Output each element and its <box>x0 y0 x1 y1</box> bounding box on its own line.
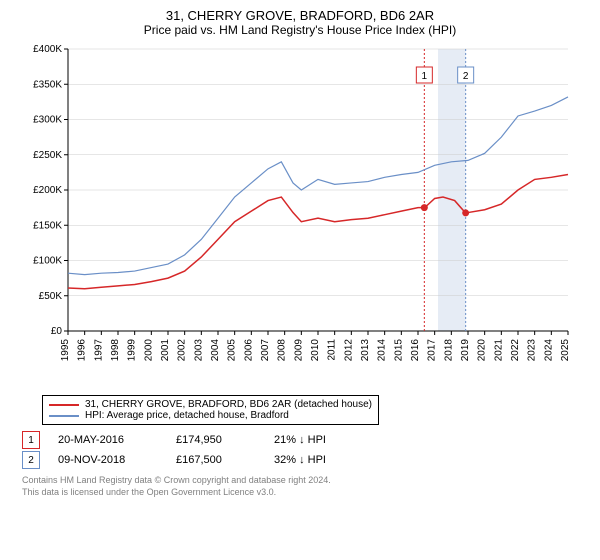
svg-text:1997: 1997 <box>93 339 104 362</box>
legend-label: HPI: Average price, detached house, Brad… <box>85 410 289 421</box>
transaction-row: 2 09-NOV-2018 £167,500 32% ↓ HPI <box>22 451 590 469</box>
svg-text:2005: 2005 <box>227 339 238 362</box>
svg-text:1999: 1999 <box>127 339 138 362</box>
svg-text:2011: 2011 <box>327 339 338 361</box>
transaction-badge: 2 <box>22 451 40 469</box>
legend-swatch <box>49 415 79 417</box>
transaction-diff: 21% ↓ HPI <box>274 434 326 446</box>
svg-text:£350K: £350K <box>33 79 62 90</box>
svg-text:2013: 2013 <box>360 339 371 362</box>
transaction-date: 20-MAY-2016 <box>58 434 158 446</box>
svg-text:1996: 1996 <box>77 339 88 362</box>
svg-text:2019: 2019 <box>460 339 471 362</box>
svg-text:2024: 2024 <box>543 339 554 362</box>
svg-text:2009: 2009 <box>293 339 304 362</box>
footer-line-1: Contains HM Land Registry data © Crown c… <box>22 475 590 487</box>
svg-text:£50K: £50K <box>39 291 63 302</box>
svg-text:2004: 2004 <box>210 339 221 362</box>
footer-line-2: This data is licensed under the Open Gov… <box>22 487 590 499</box>
page-subtitle: Price paid vs. HM Land Registry's House … <box>10 23 590 37</box>
svg-text:2: 2 <box>463 71 469 82</box>
svg-text:2016: 2016 <box>410 339 421 362</box>
legend-item: 31, CHERRY GROVE, BRADFORD, BD6 2AR (det… <box>49 399 372 410</box>
svg-text:1: 1 <box>422 71 428 82</box>
svg-text:£250K: £250K <box>33 150 62 161</box>
page-title: 31, CHERRY GROVE, BRADFORD, BD6 2AR <box>10 8 590 23</box>
svg-text:2007: 2007 <box>260 339 271 362</box>
svg-text:2000: 2000 <box>143 339 154 362</box>
svg-text:2017: 2017 <box>427 339 438 362</box>
svg-text:2010: 2010 <box>310 339 321 362</box>
svg-text:2012: 2012 <box>343 339 354 362</box>
svg-text:2020: 2020 <box>477 339 488 362</box>
transaction-row: 1 20-MAY-2016 £174,950 21% ↓ HPI <box>22 431 590 449</box>
transactions-table: 1 20-MAY-2016 £174,950 21% ↓ HPI 2 09-NOV-201… <box>22 431 590 469</box>
svg-text:2008: 2008 <box>277 339 288 362</box>
svg-text:£150K: £150K <box>33 220 62 231</box>
transaction-price: £174,950 <box>176 434 256 446</box>
transaction-price: £167,500 <box>176 454 256 466</box>
transaction-badge: 1 <box>22 431 40 449</box>
svg-text:£200K: £200K <box>33 185 62 196</box>
svg-text:1998: 1998 <box>110 339 121 362</box>
svg-text:2023: 2023 <box>527 339 538 362</box>
svg-text:2001: 2001 <box>160 339 171 362</box>
svg-text:2002: 2002 <box>177 339 188 362</box>
svg-text:1995: 1995 <box>60 339 71 362</box>
svg-text:2015: 2015 <box>393 339 404 362</box>
footer-attribution: Contains HM Land Registry data © Crown c… <box>22 475 590 498</box>
svg-text:2018: 2018 <box>443 339 454 362</box>
svg-text:£0: £0 <box>51 326 63 337</box>
svg-text:2006: 2006 <box>243 339 254 362</box>
transaction-date: 09-NOV-2018 <box>58 454 158 466</box>
svg-text:2021: 2021 <box>493 339 504 362</box>
svg-text:2022: 2022 <box>510 339 521 362</box>
svg-text:2014: 2014 <box>377 339 388 362</box>
legend: 31, CHERRY GROVE, BRADFORD, BD6 2AR (det… <box>42 395 379 425</box>
legend-label: 31, CHERRY GROVE, BRADFORD, BD6 2AR (det… <box>85 399 372 410</box>
svg-text:2003: 2003 <box>193 339 204 362</box>
price-chart: £0 £50K £100K £150K £200K £250K £300K £350K £400… <box>20 41 580 391</box>
legend-item: HPI: Average price, detached house, Brad… <box>49 410 372 421</box>
svg-text:£400K: £400K <box>33 44 62 55</box>
svg-text:£300K: £300K <box>33 115 62 126</box>
transaction-diff: 32% ↓ HPI <box>274 454 326 466</box>
svg-text:2025: 2025 <box>560 339 571 362</box>
legend-swatch <box>49 404 79 406</box>
svg-text:£100K: £100K <box>33 256 62 267</box>
